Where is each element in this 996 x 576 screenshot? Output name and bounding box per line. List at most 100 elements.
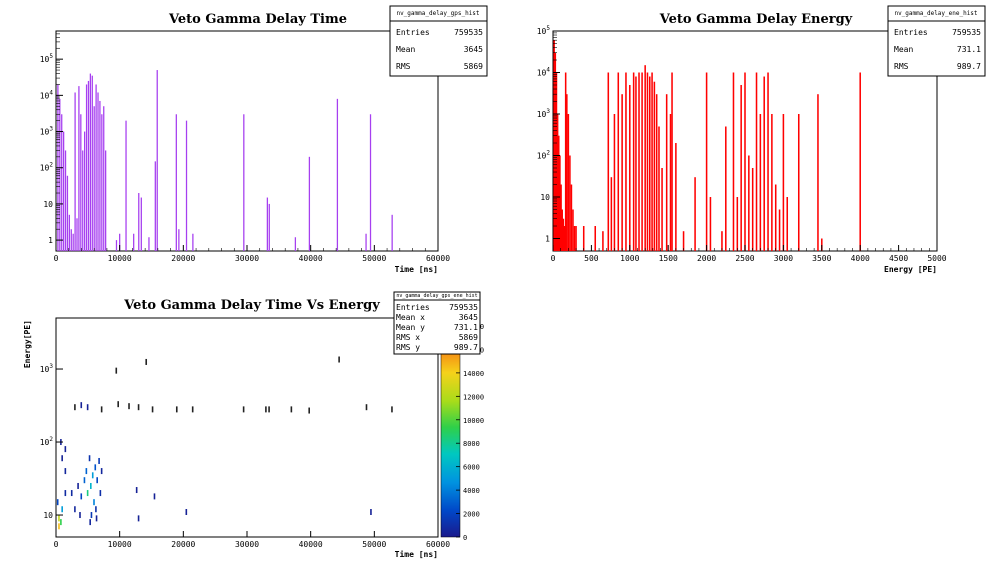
histogram-bar xyxy=(572,209,574,251)
x-tick-label: 3000 xyxy=(774,254,793,263)
histogram-bar xyxy=(93,106,95,252)
x-tick-label: 40000 xyxy=(299,540,323,549)
heatmap-cell xyxy=(96,477,98,484)
histogram-bar xyxy=(91,75,93,251)
histogram-bar xyxy=(740,84,742,252)
histogram-bar xyxy=(87,80,90,251)
heatmap-cell xyxy=(86,490,89,497)
histogram-bar xyxy=(85,84,88,252)
histogram-bar xyxy=(694,177,696,251)
histogram-bar xyxy=(661,168,663,251)
x-tick-label: 1500 xyxy=(659,254,678,263)
heatmap-cell xyxy=(61,506,63,513)
heatmap-cell xyxy=(175,406,178,413)
heatmap-cell xyxy=(58,523,60,530)
histogram-bar xyxy=(644,65,646,251)
y-tick-label: 104 xyxy=(40,89,54,100)
heatmap-cell xyxy=(64,490,67,497)
x-tick-label: 20000 xyxy=(171,540,195,549)
heatmap-cell xyxy=(151,406,154,413)
stats-label: RMS x xyxy=(396,333,420,342)
heatmap-cell xyxy=(56,499,59,506)
histogram-bar xyxy=(709,197,712,251)
histogram-bar xyxy=(653,81,656,252)
heatmap-cell xyxy=(83,477,86,484)
heatmap-cell xyxy=(89,519,91,526)
histogram-bar xyxy=(629,84,631,252)
y-tick-label: 1 xyxy=(545,235,550,244)
y-tick-label: 10 xyxy=(43,511,53,520)
heatmap-cell xyxy=(100,406,103,413)
histogram-bar xyxy=(66,175,69,251)
histogram-bar xyxy=(140,197,142,251)
heatmap-cell xyxy=(99,490,102,497)
time-histogram-x-ticks: 0 10000 20000 30000 40000 50000 60000 xyxy=(54,245,450,263)
histogram-bar xyxy=(64,150,67,251)
colorbar-tick-label: 8000 xyxy=(463,440,480,448)
x-tick-label: 10000 xyxy=(108,540,132,549)
time-vs-energy-colorbar: 0200040006000800010000120001400016000180… xyxy=(440,317,484,542)
time-vs-energy-y-ticks: 10 102 103 xyxy=(40,363,63,520)
histogram-bar xyxy=(602,231,604,251)
x-tick-label: 4000 xyxy=(851,254,870,263)
heatmap-cell xyxy=(128,403,130,410)
histogram-bar xyxy=(103,106,105,252)
heatmap-cell xyxy=(86,404,89,411)
time-vs-energy-title: Veto Gamma Delay Time Vs Energy xyxy=(123,298,380,313)
histogram-bar xyxy=(567,114,570,251)
histogram-bar xyxy=(859,72,861,251)
heatmap-cell xyxy=(64,446,67,453)
histogram-bar xyxy=(59,98,61,251)
histogram-bar xyxy=(817,94,819,251)
time-vs-energy-cells xyxy=(56,356,393,530)
histogram-bar xyxy=(786,197,789,251)
x-tick-label: 2000 xyxy=(697,254,716,263)
time-histogram-frame xyxy=(55,30,439,252)
energy-histogram-x-ticks: 0 500 1000 1500 2000 2500 3000 3500 4000 4500 5000 xyxy=(551,245,947,263)
histogram-bar xyxy=(613,114,616,251)
y-tick-label: 10 xyxy=(540,193,550,202)
x-tick-label: 3500 xyxy=(812,254,831,263)
time-vs-energy-ylabel: Energy[PE] xyxy=(23,320,32,368)
heatmap-cell xyxy=(74,404,76,411)
time-histogram-title: Veto Gamma Delay Time xyxy=(168,12,347,27)
heatmap-cell xyxy=(94,464,97,471)
y-tick-label: 102 xyxy=(40,436,54,447)
heatmap-cell xyxy=(137,404,140,411)
histogram-bar xyxy=(97,92,99,251)
heatmap-cell xyxy=(265,406,267,413)
heatmap-cell xyxy=(308,407,310,414)
histogram-bar xyxy=(651,72,653,251)
heatmap-cell xyxy=(100,468,103,475)
histogram-bar xyxy=(78,86,80,251)
time-histogram-y-ticks: 1 10 102 103 104 105 xyxy=(40,33,63,245)
y-tick-label: 104 xyxy=(537,67,551,78)
stats-value: 759535 xyxy=(454,28,483,37)
x-tick-label: 20000 xyxy=(171,254,195,263)
heatmap-cell xyxy=(115,367,118,374)
histogram-bar xyxy=(767,72,769,251)
histogram-bar xyxy=(554,52,557,252)
y-tick-label: 102 xyxy=(40,162,54,173)
histogram-bar xyxy=(632,72,635,251)
histogram-bar xyxy=(154,161,156,251)
histogram-bar xyxy=(178,229,180,251)
histogram-bar xyxy=(736,197,739,251)
x-tick-label: 30000 xyxy=(235,540,259,549)
heatmap-cell xyxy=(58,515,60,522)
histogram-bar xyxy=(594,226,597,251)
x-tick-label: 0 xyxy=(54,540,59,549)
energy-histogram-y-ticks: 1 10 102 103 104 105 xyxy=(537,25,560,244)
heatmap-cell xyxy=(98,457,100,464)
histogram-bar xyxy=(560,184,562,251)
histogram-bar xyxy=(665,94,668,251)
histogram-bar xyxy=(646,72,649,251)
histogram-bar xyxy=(63,131,65,251)
histogram-bar xyxy=(658,126,660,251)
colorbar-tick-label: 4000 xyxy=(463,487,480,495)
stats-value: 5869 xyxy=(464,62,483,71)
stats-value: 3645 xyxy=(464,45,483,54)
histogram-bar xyxy=(751,168,754,251)
x-tick-label: 2500 xyxy=(735,254,754,263)
